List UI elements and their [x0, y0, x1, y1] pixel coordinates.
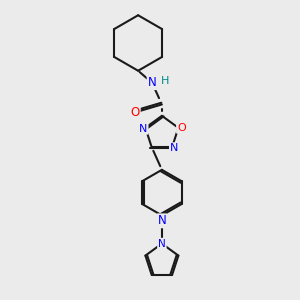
- Text: N: N: [158, 238, 166, 249]
- Text: O: O: [130, 106, 140, 119]
- Text: O: O: [177, 123, 186, 133]
- Text: H: H: [161, 76, 169, 85]
- Text: N: N: [170, 143, 178, 153]
- Text: N: N: [158, 214, 166, 227]
- Text: N: N: [139, 124, 148, 134]
- Text: N: N: [148, 76, 156, 89]
